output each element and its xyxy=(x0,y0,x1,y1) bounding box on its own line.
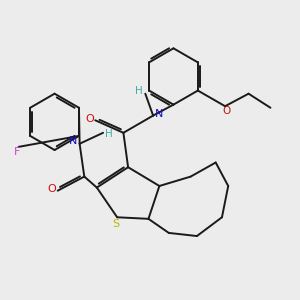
Text: H: H xyxy=(135,85,143,96)
Text: O: O xyxy=(47,184,56,194)
Text: N: N xyxy=(155,109,164,119)
Text: H: H xyxy=(106,129,113,140)
Text: O: O xyxy=(223,106,231,116)
Text: F: F xyxy=(14,147,20,157)
Text: O: O xyxy=(85,114,94,124)
Text: S: S xyxy=(112,219,119,229)
Text: N: N xyxy=(69,136,77,146)
